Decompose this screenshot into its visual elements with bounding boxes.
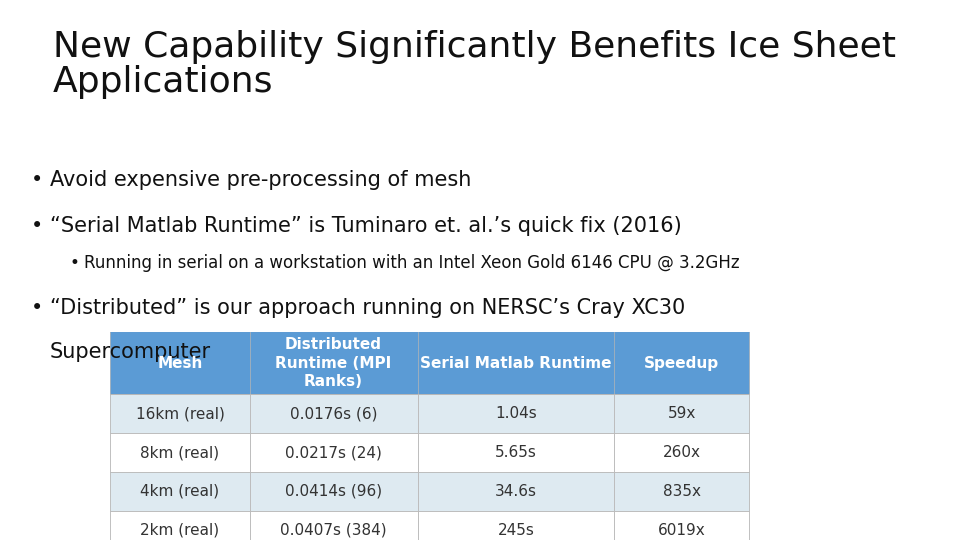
Text: 34.6s: 34.6s [495, 484, 537, 499]
Text: 4km (real): 4km (real) [140, 484, 220, 499]
Text: Speedup: Speedup [644, 356, 719, 370]
Text: •: • [31, 170, 43, 190]
Text: 0.0217s (24): 0.0217s (24) [285, 445, 382, 460]
Text: •: • [69, 254, 79, 272]
Text: Distributed
Runtime (MPI
Ranks): Distributed Runtime (MPI Ranks) [276, 337, 392, 389]
Text: “Distributed” is our approach running on NERSC’s Cray XC30: “Distributed” is our approach running on… [50, 298, 685, 318]
Text: 6019x: 6019x [658, 523, 706, 538]
Text: •: • [31, 216, 43, 236]
Text: 0.0407s (384): 0.0407s (384) [280, 523, 387, 538]
Text: 0.0414s (96): 0.0414s (96) [285, 484, 382, 499]
Text: 0.0176s (6): 0.0176s (6) [290, 406, 377, 421]
Text: Running in serial on a workstation with an Intel Xeon Gold 6146 CPU @ 3.2GHz: Running in serial on a workstation with … [84, 254, 740, 272]
Text: Supercomputer: Supercomputer [50, 342, 211, 362]
Text: 835x: 835x [662, 484, 701, 499]
Text: “Serial Matlab Runtime” is Tuminaro et. al.’s quick fix (2016): “Serial Matlab Runtime” is Tuminaro et. … [50, 216, 682, 236]
Text: Applications: Applications [53, 65, 274, 99]
Text: 2km (real): 2km (real) [140, 523, 220, 538]
Text: New Capability Significantly Benefits Ice Sheet: New Capability Significantly Benefits Ic… [53, 30, 896, 64]
Text: •: • [31, 298, 43, 318]
Text: 59x: 59x [667, 406, 696, 421]
Text: 5.65s: 5.65s [495, 445, 537, 460]
Text: 245s: 245s [497, 523, 535, 538]
Text: 1.04s: 1.04s [495, 406, 537, 421]
Text: 16km (real): 16km (real) [135, 406, 225, 421]
Text: Serial Matlab Runtime: Serial Matlab Runtime [420, 356, 612, 370]
Text: Avoid expensive pre-processing of mesh: Avoid expensive pre-processing of mesh [50, 170, 471, 190]
Text: 8km (real): 8km (real) [140, 445, 220, 460]
Text: Mesh: Mesh [157, 356, 203, 370]
Text: 260x: 260x [662, 445, 701, 460]
